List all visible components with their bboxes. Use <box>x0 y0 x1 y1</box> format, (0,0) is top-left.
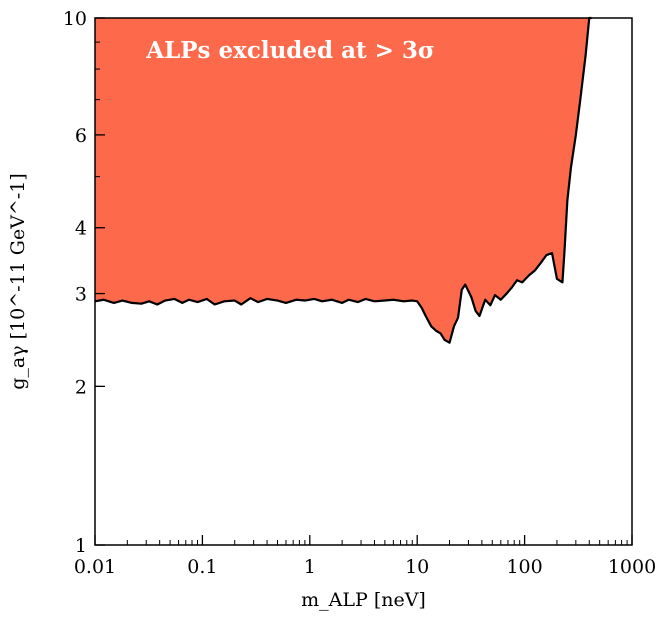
y-tick-label: 4 <box>75 218 87 240</box>
x-tick-label: 1000 <box>608 556 656 578</box>
x-tick-label: 1 <box>304 556 316 578</box>
y-tick-label: 3 <box>75 284 87 306</box>
exclusion-region <box>95 18 592 343</box>
x-axis-title: m_ALP [neV] <box>301 589 426 611</box>
y-tick-label: 1 <box>75 535 87 557</box>
y-tick-label: 10 <box>63 8 87 30</box>
plot-area <box>94 16 633 546</box>
y-tick-label: 2 <box>75 376 87 398</box>
y-axis: 1 2 3 4 6 10 <box>63 8 105 557</box>
x-tick-label: 10 <box>405 556 429 578</box>
plot-frame <box>94 17 633 546</box>
exclusion-boundary-line <box>94 16 592 344</box>
y-axis-title: g_aγ [10^-11 GeV^-1] <box>7 173 29 390</box>
x-tick-label: 0.01 <box>74 556 116 578</box>
x-tick-label: 0.1 <box>187 556 217 578</box>
exclusion-annotation: ALPs excluded at > 3σ <box>145 37 435 64</box>
x-tick-label: 100 <box>506 556 542 578</box>
x-axis: 0.01 0.1 1 10 100 1000 <box>74 535 656 578</box>
y-tick-label: 6 <box>75 125 87 147</box>
